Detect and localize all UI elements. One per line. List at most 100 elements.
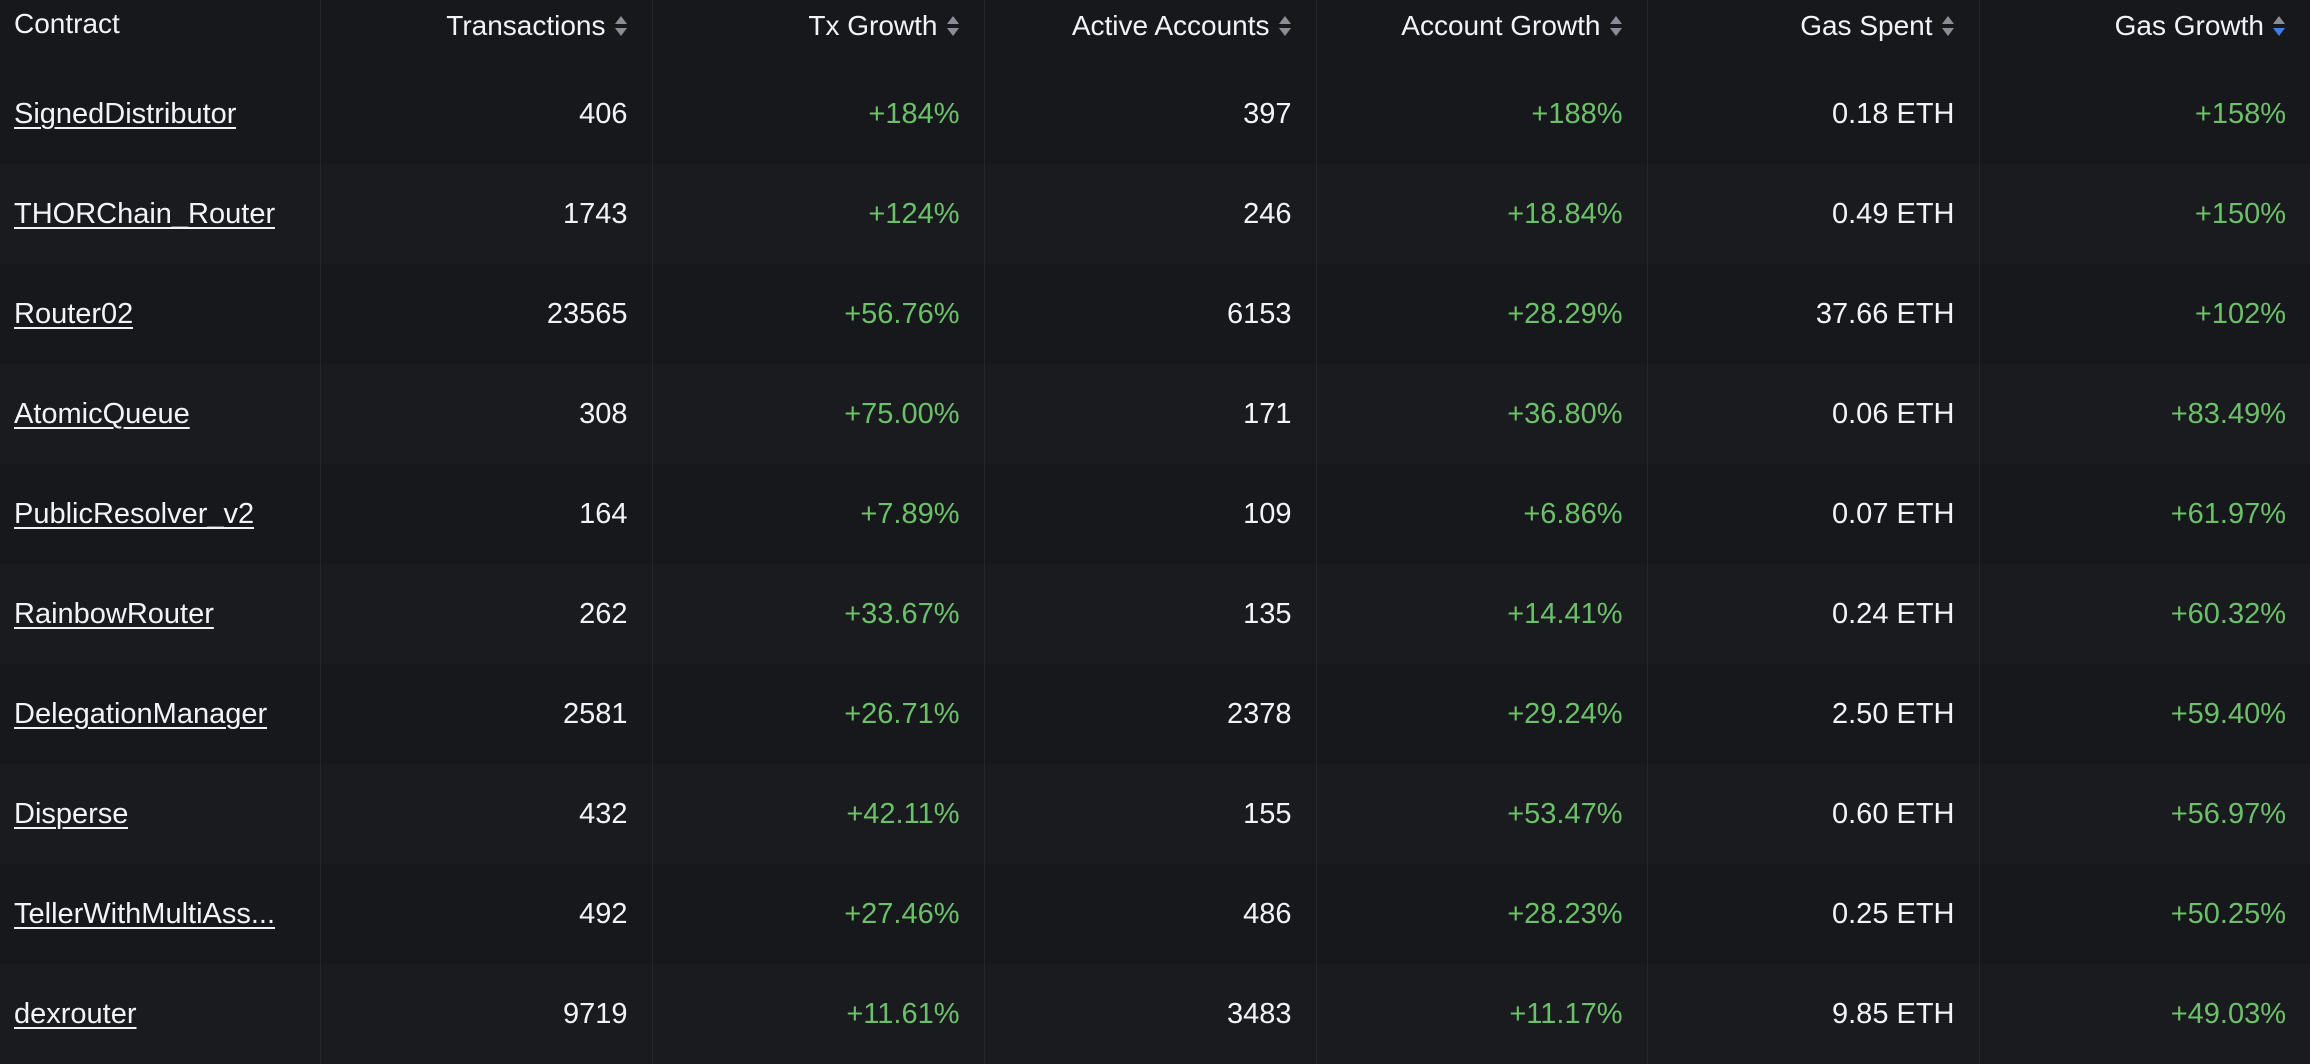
cell-active-accounts: 135 (984, 564, 1317, 664)
cell-transactions: 23565 (320, 264, 653, 364)
cell-contract: PublicResolver_v2 (0, 464, 321, 564)
cell-gas-growth: +83.49% (2170, 397, 2286, 430)
contract-link[interactable]: Router02 (14, 297, 134, 330)
cell-gas-growth: +50.25% (2170, 897, 2286, 930)
table-row: PublicResolver_v2 164 +7.89% 109 +6.86% … (0, 464, 2310, 564)
cell-active-accounts: 6153 (984, 264, 1317, 364)
cell-transactions: 1743 (320, 164, 653, 264)
sort-icon[interactable] (1941, 15, 1955, 37)
cell-gas-growth: +150% (2194, 197, 2286, 230)
cell-account-growth: +188% (1316, 64, 1648, 164)
cell-contract: Disperse (0, 764, 321, 864)
column-label: Transactions (446, 10, 606, 41)
cell-contract: THORChain_Router (0, 164, 321, 264)
cell-account-growth: +14.41% (1316, 564, 1648, 664)
sort-icon[interactable] (614, 15, 628, 37)
cell-gas-spent: 0.60 ETH (1647, 764, 1980, 864)
cell-account-growth: +53.47% (1316, 764, 1648, 864)
cell-gas-spent: 0.24 ETH (1647, 564, 1980, 664)
cell-transactions: 492 (320, 864, 653, 964)
column-label: Gas Spent (1800, 10, 1933, 41)
contract-link[interactable]: PublicResolver_v2 (14, 497, 255, 530)
contract-link[interactable]: AtomicQueue (14, 397, 190, 430)
column-header-active-accounts[interactable]: Active Accounts (984, 0, 1317, 64)
cell-contract: AtomicQueue (0, 364, 321, 464)
header-row: Contract Transactions Tx Growth Active A… (0, 0, 2310, 64)
cell-contract: dexrouter (0, 964, 321, 1064)
table-row: TellerWithMultiAss... 492 +27.46% 486 +2… (0, 864, 2310, 964)
cell-active-accounts: 155 (984, 764, 1317, 864)
cell-tx-growth: +184% (652, 64, 985, 164)
cell-account-growth: +29.24% (1316, 664, 1648, 764)
cell-gas-spent: 0.49 ETH (1647, 164, 1980, 264)
cell-account-growth: +36.80% (1316, 364, 1648, 464)
column-label: Active Accounts (1071, 10, 1270, 41)
column-header-gas-spent[interactable]: Gas Spent (1647, 0, 1980, 64)
sort-icon[interactable] (1609, 15, 1623, 37)
cell-gas-spent: 2.50 ETH (1647, 664, 1980, 764)
column-label: Tx Growth (808, 10, 938, 41)
column-header-tx-growth[interactable]: Tx Growth (652, 0, 985, 64)
cell-account-growth: +18.84% (1316, 164, 1648, 264)
cell-gas-growth: +56.97% (2170, 797, 2286, 830)
sort-icon[interactable] (946, 15, 960, 37)
cell-gas-growth: +61.97% (2170, 497, 2286, 530)
cell-gas-growth: +59.40% (2170, 697, 2286, 730)
cell-active-accounts: 397 (984, 64, 1317, 164)
contract-link[interactable]: TellerWithMultiAss... (14, 897, 276, 930)
cell-account-growth: +6.86% (1316, 464, 1648, 564)
contract-link[interactable]: dexrouter (14, 997, 137, 1030)
cell-gas-growth: +60.32% (2170, 597, 2286, 630)
sort-desc-active-icon[interactable] (2272, 15, 2286, 37)
contract-link[interactable]: SignedDistributor (14, 97, 237, 130)
cell-active-accounts: 171 (984, 364, 1317, 464)
table-row: dexrouter 9719 +11.61% 3483 +11.17% 9.85… (0, 964, 2310, 1064)
contract-link[interactable]: THORChain_Router (14, 197, 276, 230)
column-header-gas-growth[interactable]: Gas Growth (1979, 0, 2310, 64)
cell-transactions: 308 (320, 364, 653, 464)
cell-tx-growth: +75.00% (652, 364, 985, 464)
cell-gas-spent: 37.66 ETH (1647, 264, 1980, 364)
table-row: DelegationManager 2581 +26.71% 2378 +29.… (0, 664, 2310, 764)
cell-tx-growth: +42.11% (652, 764, 985, 864)
cell-active-accounts: 246 (984, 164, 1317, 264)
cell-transactions: 2581 (320, 664, 653, 764)
table-row: Router02 23565 +56.76% 6153 +28.29% 37.6… (0, 264, 2310, 364)
cell-active-accounts: 3483 (984, 964, 1317, 1064)
cell-contract: TellerWithMultiAss... (0, 864, 321, 964)
table-row: AtomicQueue 308 +75.00% 171 +36.80% 0.06… (0, 364, 2310, 464)
cell-transactions: 9719 (320, 964, 653, 1064)
cell-contract: RainbowRouter (0, 564, 321, 664)
column-header-account-growth[interactable]: Account Growth (1316, 0, 1648, 64)
column-label: Contract (14, 8, 120, 39)
sort-icon[interactable] (1278, 15, 1292, 37)
cell-tx-growth: +56.76% (652, 264, 985, 364)
column-header-contract: Contract (0, 0, 321, 64)
cell-gas-spent: 0.07 ETH (1647, 464, 1980, 564)
cell-transactions: 432 (320, 764, 653, 864)
cell-tx-growth: +27.46% (652, 864, 985, 964)
cell-account-growth: +28.23% (1316, 864, 1648, 964)
cell-transactions: 164 (320, 464, 653, 564)
cell-transactions: 262 (320, 564, 653, 664)
cell-gas-spent: 9.85 ETH (1647, 964, 1980, 1064)
cell-tx-growth: +33.67% (652, 564, 985, 664)
table-row: THORChain_Router 1743 +124% 246 +18.84% … (0, 164, 2310, 264)
column-label: Gas Growth (2114, 10, 2264, 41)
cell-active-accounts: 109 (984, 464, 1317, 564)
column-label: Account Growth (1401, 10, 1601, 41)
contract-link[interactable]: DelegationManager (14, 697, 268, 730)
cell-account-growth: +28.29% (1316, 264, 1648, 364)
contract-link[interactable]: RainbowRouter (14, 597, 214, 630)
cell-tx-growth: +26.71% (652, 664, 985, 764)
cell-gas-spent: 0.06 ETH (1647, 364, 1980, 464)
table-row: RainbowRouter 262 +33.67% 135 +14.41% 0.… (0, 564, 2310, 664)
cell-gas-growth: +158% (2194, 97, 2286, 130)
table-header: Contract Transactions Tx Growth Active A… (0, 0, 2310, 64)
cell-tx-growth: +124% (652, 164, 985, 264)
cell-account-growth: +11.17% (1316, 964, 1648, 1064)
column-header-transactions[interactable]: Transactions (320, 0, 653, 64)
cell-contract: SignedDistributor (0, 64, 321, 164)
contract-link[interactable]: Disperse (14, 797, 129, 830)
